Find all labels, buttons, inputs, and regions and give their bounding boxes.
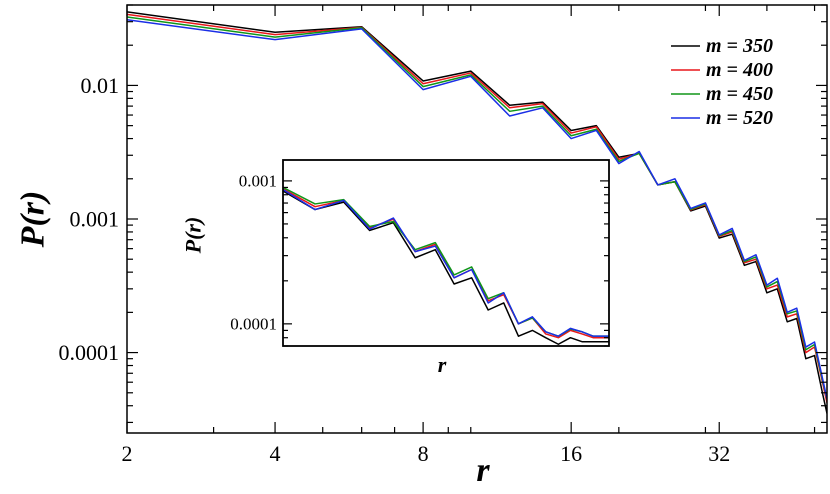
x-tick-label: 8 bbox=[418, 441, 429, 466]
main-plot: 0.01 0.001 0.0001 2 4 8 16 32 r P(r) bbox=[15, 4, 828, 489]
y-tick-label: 0.0001 bbox=[59, 340, 120, 365]
inset-series-line-m-350 bbox=[283, 190, 609, 345]
series-group bbox=[127, 11, 827, 414]
y-tick-label: 0.001 bbox=[70, 207, 120, 232]
inset-y-tick-label: 0.0001 bbox=[230, 314, 277, 333]
legend-label-m-350: m = 350 bbox=[706, 35, 773, 57]
series-line-m-350 bbox=[127, 11, 827, 414]
y-axis-label: P(r) bbox=[15, 191, 52, 249]
x-tick-label: 2 bbox=[122, 441, 133, 466]
inset-background bbox=[283, 160, 609, 346]
legend-label-m-400: m = 400 bbox=[706, 59, 773, 81]
legend-label-m-520: m = 520 bbox=[706, 107, 773, 129]
inset-y-tick-label: 0.001 bbox=[239, 171, 277, 190]
y-tick-label: 0.01 bbox=[81, 73, 120, 98]
series-line-m-450 bbox=[127, 16, 827, 400]
inset-series-group bbox=[283, 186, 609, 345]
inset-series-line-m-520 bbox=[283, 188, 609, 337]
inset-plot-frame bbox=[282, 159, 610, 347]
x-axis-label: r bbox=[476, 452, 490, 489]
legend-label-m-450: m = 450 bbox=[706, 83, 773, 105]
x-tick-label: 16 bbox=[560, 441, 582, 466]
inset-x-axis-label: r bbox=[438, 352, 447, 377]
series-line-m-520 bbox=[127, 19, 827, 400]
x-tick-label: 4 bbox=[270, 441, 281, 466]
x-tick-label: 32 bbox=[708, 441, 730, 466]
inset-y-axis-label: P(r) bbox=[181, 217, 206, 255]
inset-plot: 0.001 0.0001 r P(r) bbox=[181, 159, 610, 377]
